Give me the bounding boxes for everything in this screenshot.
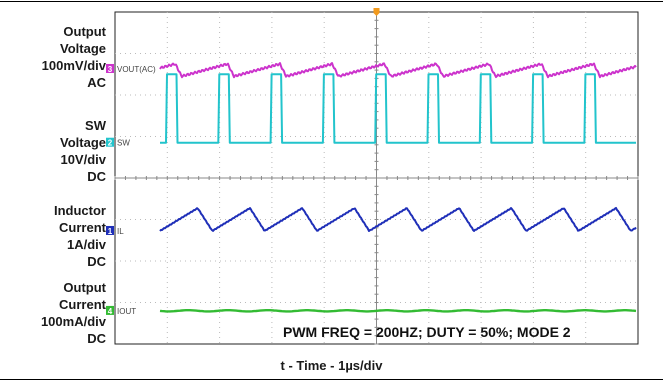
label-line: Inductor xyxy=(54,203,106,218)
label-line: Voltage xyxy=(60,41,106,56)
annotation-text: PWM FREQ = 200HZ; DUTY = 50%; MODE 2 xyxy=(283,324,571,340)
trace-vout-ac- xyxy=(159,62,637,79)
channel-name: SW xyxy=(117,139,130,148)
label-line: DC xyxy=(87,254,106,269)
trace-iout xyxy=(159,309,637,313)
x-axis-label: t - Time - 1µs/div xyxy=(280,358,383,373)
label-output-current: Output Current 100mA/div DC xyxy=(6,279,106,347)
label-line: 10V/div xyxy=(60,152,106,167)
channel-name: IOUT xyxy=(117,307,136,316)
label-line: DC xyxy=(87,169,106,184)
trigger-marker xyxy=(373,8,380,16)
label-line: Voltage xyxy=(60,135,106,150)
label-inductor-current: Inductor Current 1A/div DC xyxy=(6,202,106,270)
label-line: Output xyxy=(63,280,106,295)
channel-marker xyxy=(106,225,114,235)
label-sw-voltage: SW Voltage 10V/div DC xyxy=(6,117,106,185)
channel-number: 3 xyxy=(108,65,113,74)
label-line: AC xyxy=(87,75,106,90)
label-line: Current xyxy=(59,220,106,235)
trace-il xyxy=(159,206,637,232)
label-line: 100mA/div xyxy=(40,314,106,329)
label-line: 100mV/div xyxy=(41,58,106,73)
channel-number: 4 xyxy=(108,307,113,316)
label-line: SW xyxy=(85,118,106,133)
trace-sw xyxy=(160,73,636,144)
label-line: Current xyxy=(59,297,106,312)
channel-name: IL xyxy=(117,227,124,236)
bottom-border xyxy=(0,379,663,380)
label-output-voltage: Output Voltage 100mV/div AC xyxy=(6,23,106,91)
channel-marker xyxy=(106,137,114,147)
channel-marker xyxy=(106,63,114,73)
channel-name: VOUT(AC) xyxy=(117,65,156,74)
top-border xyxy=(0,1,663,2)
label-line: DC xyxy=(87,331,106,346)
channel-number: 1 xyxy=(108,227,113,236)
label-line: 1A/div xyxy=(66,237,106,252)
channel-number: 2 xyxy=(108,139,113,148)
channel-marker xyxy=(106,305,114,315)
label-line: Output xyxy=(63,24,106,39)
